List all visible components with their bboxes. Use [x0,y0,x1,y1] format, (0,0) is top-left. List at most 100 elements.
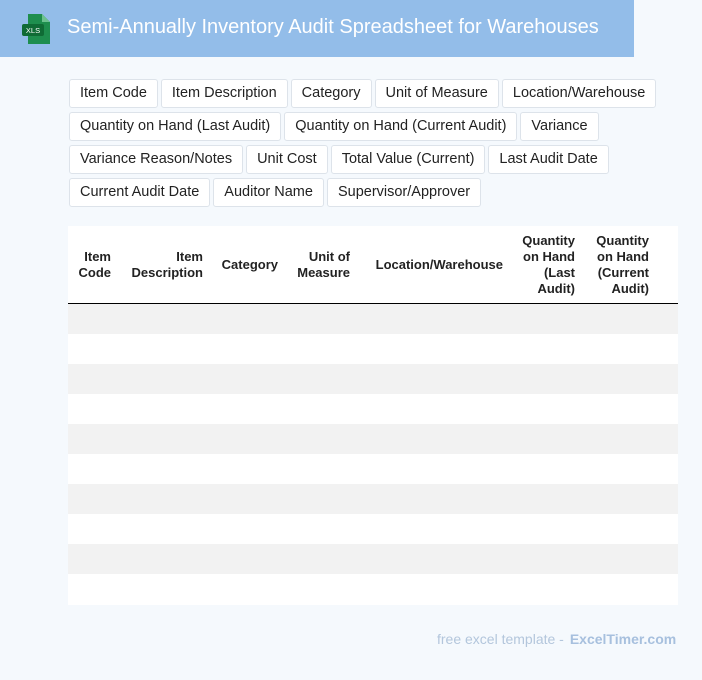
table-row [68,303,678,334]
table-cell [285,334,357,364]
table-cell [357,514,510,544]
table-cell [582,454,656,484]
table-row [68,544,678,574]
table-cell [510,334,582,364]
column-header: Variance [656,226,678,304]
table-cell [510,484,582,514]
column-header: Quantity on Hand (Last Audit) [510,226,582,304]
tag: Category [290,79,372,108]
table-cell [510,394,582,424]
table-container: Item Code Item Description Category Unit of… [68,226,678,605]
table-cell [68,303,118,334]
table-cell [510,424,582,454]
table-cell [285,574,357,604]
footer-brand[interactable]: ExcelTimer.com [569,631,677,647]
table-cell [510,514,582,544]
table-cell [357,303,510,334]
table-cell [510,544,582,574]
table-cell [210,574,285,604]
table-cell [582,364,656,394]
table-cell [582,424,656,454]
table-cell [210,394,285,424]
table-cell [656,544,678,574]
table-cell [357,574,510,604]
table-cell [357,364,510,394]
table-row [68,514,678,544]
tag: Unit Cost [246,145,328,174]
tag: Variance [520,112,599,141]
table-cell [68,484,118,514]
table-cell [210,544,285,574]
table-cell [68,334,118,364]
tag: Last Audit Date [488,145,609,174]
table-cell [68,424,118,454]
table-row [68,574,678,604]
tag: Variance Reason/Notes [69,145,244,174]
table-cell [285,364,357,394]
column-header: Quantity on Hand (Current Audit) [582,226,656,304]
table-cell [357,454,510,484]
column-header: Category [210,226,285,304]
xls-icon: XLS [22,14,50,44]
table-cell [510,303,582,334]
table-cell [582,574,656,604]
table-cell [656,424,678,454]
header-bar: XLS Semi-Annually Inventory Audit Spread… [0,0,634,57]
column-header: Item Description [118,226,210,304]
table-cell [118,454,210,484]
tag: Auditor Name [213,178,324,207]
table-cell [210,334,285,364]
table-cell [68,574,118,604]
tag: Unit of Measure [374,79,499,108]
tag: Location/Warehouse [501,79,657,108]
table-cell [510,574,582,604]
table-cell [210,484,285,514]
table-cell [68,514,118,544]
table-cell [118,514,210,544]
table-cell [285,394,357,424]
table-cell [357,424,510,454]
table-cell [656,364,678,394]
table-cell [285,484,357,514]
table-cell [582,514,656,544]
table-cell [656,394,678,424]
table-row [68,394,678,424]
table-cell [68,394,118,424]
table-cell [210,454,285,484]
tag: Current Audit Date [69,178,211,207]
audit-table: Item Code Item Description Category Unit of… [68,226,678,604]
table-cell [582,484,656,514]
tag: Quantity on Hand (Current Audit) [284,112,518,141]
table-cell [210,303,285,334]
table-row [68,424,678,454]
table-cell [656,514,678,544]
footer: free excel template - ExcelTimer.com [437,631,676,647]
table-cell [118,334,210,364]
table-cell [357,394,510,424]
tag: Supervisor/Approver [326,178,482,207]
table-cell [285,544,357,574]
page-title: Semi-Annually Inventory Audit Spreadshee… [67,16,599,38]
table-cell [510,454,582,484]
tag-list: Item Code Item Description Category Unit of… [69,79,679,207]
table-cell [118,484,210,514]
table-cell [68,454,118,484]
table-cell [357,334,510,364]
tag: Total Value (Current) [330,145,486,174]
table-row [68,484,678,514]
table-cell [582,394,656,424]
table-cell [68,364,118,394]
tag: Quantity on Hand (Last Audit) [69,112,282,141]
table-cell [357,484,510,514]
table-cell [357,544,510,574]
table-row [68,364,678,394]
table-cell [68,544,118,574]
table-cell [285,514,357,544]
table-cell [285,424,357,454]
table-cell [656,454,678,484]
table-cell [285,303,357,334]
table-cell [582,334,656,364]
table-cell [656,484,678,514]
